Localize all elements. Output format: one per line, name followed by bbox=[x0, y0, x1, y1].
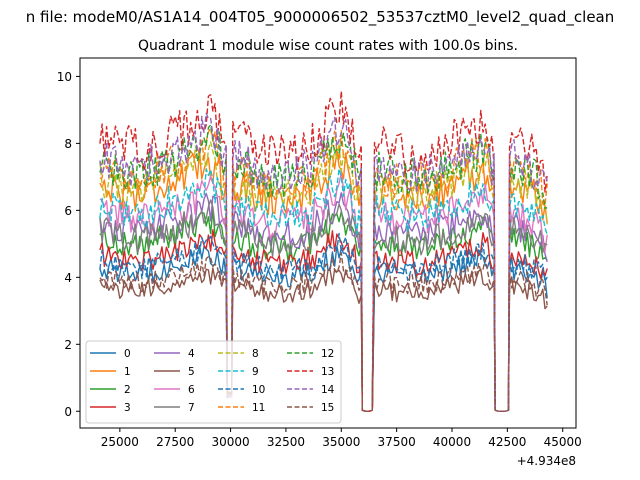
x-tick-label: 37500 bbox=[378, 435, 416, 449]
series-line-12 bbox=[99, 124, 548, 412]
legend-item-7: 7 bbox=[154, 402, 195, 414]
legend-item-8: 8 bbox=[218, 348, 259, 360]
y-tick-label: 4 bbox=[64, 271, 72, 285]
legend-item-11: 11 bbox=[218, 402, 265, 414]
series-line-5 bbox=[99, 267, 548, 412]
series-line-7 bbox=[99, 199, 548, 412]
series-line-6 bbox=[99, 172, 548, 412]
axis-ticks: 25000 27500 30000 32500 35000 37500 40000 42500… bbox=[57, 70, 582, 449]
legend-label: 14 bbox=[321, 384, 335, 396]
legend-label: 11 bbox=[252, 402, 265, 414]
series-line-13 bbox=[99, 90, 548, 412]
legend-item-13: 13 bbox=[287, 366, 334, 378]
y-tick-label: 0 bbox=[64, 405, 72, 419]
x-tick-label: 40000 bbox=[433, 435, 471, 449]
legend-item-12: 12 bbox=[287, 348, 334, 360]
x-tick-label: 42500 bbox=[488, 435, 526, 449]
legend-item-10: 10 bbox=[218, 384, 265, 396]
legend-label: 7 bbox=[188, 402, 195, 414]
y-tick-label: 10 bbox=[57, 70, 72, 84]
x-tick-label: 35000 bbox=[322, 435, 360, 449]
x-tick-label: 45000 bbox=[544, 435, 582, 449]
legend-label: 4 bbox=[188, 348, 195, 360]
legend-label: 3 bbox=[124, 402, 131, 414]
legend-item-14: 14 bbox=[287, 384, 335, 396]
legend-label: 6 bbox=[188, 384, 195, 396]
legend-label: 12 bbox=[321, 348, 334, 360]
x-tick-label: 27500 bbox=[156, 435, 194, 449]
legend-label: 0 bbox=[124, 348, 131, 360]
series-line-14 bbox=[99, 112, 548, 412]
legend-item-0: 0 bbox=[90, 348, 131, 360]
series-layer bbox=[99, 90, 548, 412]
legend-box bbox=[85, 340, 342, 424]
x-offset-label: +4.934e8 bbox=[517, 454, 576, 468]
series-line-4 bbox=[99, 192, 548, 412]
legend-label: 5 bbox=[188, 366, 195, 378]
chart-title: Quadrant 1 module wise count rates with … bbox=[138, 38, 518, 54]
legend-label: 10 bbox=[252, 384, 265, 396]
legend-item-3: 3 bbox=[90, 402, 131, 414]
legend-item-15: 15 bbox=[287, 402, 334, 414]
y-tick-label: 8 bbox=[64, 137, 72, 151]
y-tick-label: 2 bbox=[64, 338, 72, 352]
legend-label: 8 bbox=[252, 348, 259, 360]
series-line-9 bbox=[99, 168, 548, 412]
legend-item-4: 4 bbox=[154, 348, 195, 360]
y-tick-label: 6 bbox=[64, 204, 72, 218]
series-line-15 bbox=[99, 252, 548, 412]
legend-label: 2 bbox=[124, 384, 131, 396]
legend-item-2: 2 bbox=[90, 384, 131, 396]
legend-label: 9 bbox=[252, 366, 259, 378]
legend-item-6: 6 bbox=[154, 384, 195, 396]
legend-item-9: 9 bbox=[218, 366, 259, 378]
figure-suptitle: n file: modeM0/AS1A14_004T05_9000006502_… bbox=[26, 8, 615, 27]
series-line-0 bbox=[99, 244, 548, 412]
legend-item-5: 5 bbox=[154, 366, 195, 378]
legend-label: 13 bbox=[321, 366, 334, 378]
x-tick-label: 30000 bbox=[211, 435, 249, 449]
x-tick-label: 25000 bbox=[101, 435, 139, 449]
legend-item-1: 1 bbox=[90, 366, 131, 378]
x-tick-label: 32500 bbox=[267, 435, 305, 449]
legend-label: 15 bbox=[321, 402, 334, 414]
legend-label: 1 bbox=[124, 366, 131, 378]
series-line-10 bbox=[99, 232, 548, 412]
series-line-3 bbox=[99, 229, 548, 412]
axes-frame bbox=[79, 57, 577, 429]
